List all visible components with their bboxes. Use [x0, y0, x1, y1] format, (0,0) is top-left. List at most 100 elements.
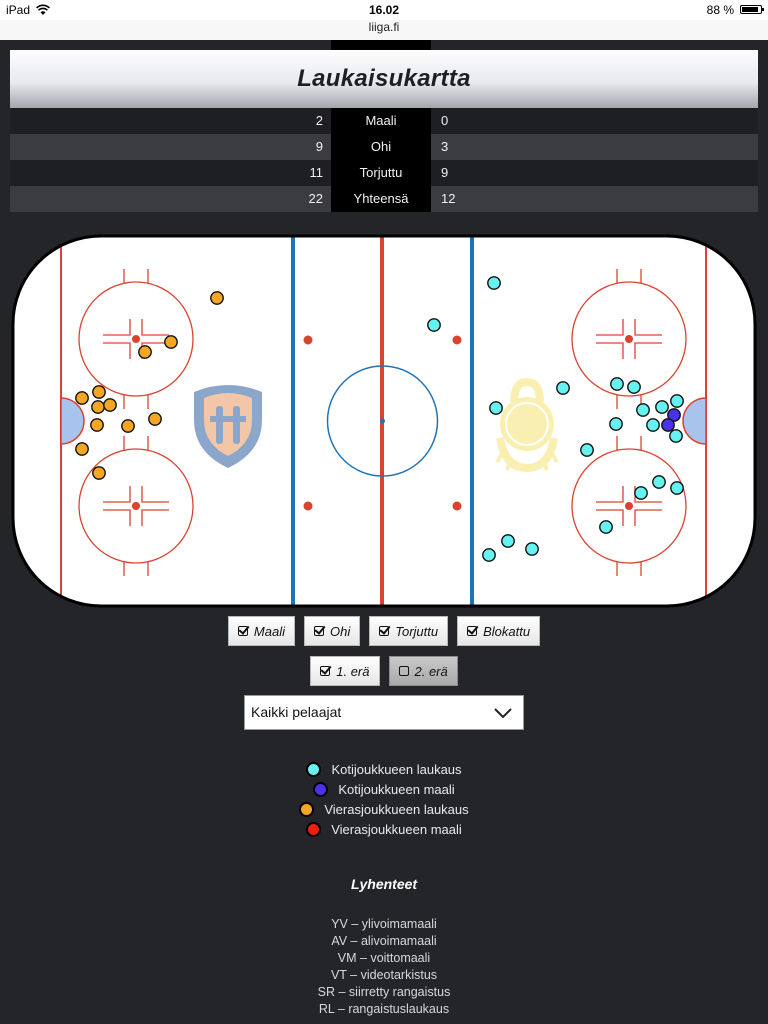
device-name: iPad: [6, 3, 31, 17]
legend-item: Vierasjoukkueen maali: [0, 819, 768, 839]
away-value: 3: [441, 139, 449, 154]
away-shot-marker[interactable]: [121, 419, 135, 433]
away-shot-marker[interactable]: [91, 400, 105, 414]
legend-label: Vierasjoukkueen laukaus: [324, 801, 469, 817]
filter-period-2-button[interactable]: 2. erä: [388, 656, 458, 686]
chevron-down-icon: [494, 708, 512, 719]
status-bar: iPad 16.02 88 %: [0, 0, 768, 20]
filter-label: Ohi: [329, 623, 351, 639]
home-shot-marker[interactable]: [610, 377, 624, 391]
home-shot-marker[interactable]: [669, 429, 683, 443]
url-text[interactable]: liiga.fi: [368, 20, 400, 34]
home-shot-marker[interactable]: [609, 417, 623, 431]
stat-label: Torjuttu: [331, 160, 431, 186]
away-value: 9: [441, 165, 449, 180]
url-bar[interactable]: liiga.fi: [0, 20, 768, 40]
home-shot-marker[interactable]: [627, 380, 641, 394]
player-select[interactable]: Kaikki pelaajat: [244, 695, 524, 730]
home-value: 11: [309, 165, 324, 180]
abbreviations-title: Lyhenteet: [350, 876, 418, 892]
filter-label: Blokattu: [483, 623, 531, 639]
home-shot-marker[interactable]: [525, 542, 539, 556]
home-shot-marker[interactable]: [670, 481, 684, 495]
hockey-rink: [11, 234, 757, 608]
home-team-logo: [495, 377, 559, 473]
away-shot-marker[interactable]: [75, 442, 89, 456]
shotmap-title: Laukaisukartta: [10, 50, 758, 108]
filter-label: 2. erä: [414, 663, 448, 679]
stat-label: Maali: [331, 108, 431, 134]
legend-item: Kotijoukkueen laukaus: [0, 759, 768, 779]
home-shot-marker[interactable]: [599, 520, 613, 534]
stats-row-saved: 11 Torjuttu 9: [10, 160, 758, 186]
away-value: 12: [441, 191, 456, 206]
legend-dot-icon: [306, 821, 322, 837]
clock: 16.02: [368, 3, 400, 17]
away-shot-marker[interactable]: [103, 398, 117, 412]
home-shot-marker[interactable]: [636, 403, 650, 417]
away-shot-marker[interactable]: [92, 466, 106, 480]
home-shot-marker[interactable]: [670, 394, 684, 408]
home-shot-marker[interactable]: [580, 443, 594, 457]
filter-label: Torjuttu: [395, 623, 439, 639]
abbreviation-item: YV – ylivoimamaali: [331, 917, 437, 931]
away-shot-marker[interactable]: [210, 291, 224, 305]
abbreviation-item: RL – rangaistuslaukaus: [318, 1002, 450, 1016]
away-shot-marker[interactable]: [75, 391, 89, 405]
legend-dot-icon: [299, 801, 315, 817]
home-shot-marker[interactable]: [489, 401, 503, 415]
home-goal-marker[interactable]: [661, 418, 675, 432]
home-goal-marker[interactable]: [667, 408, 681, 422]
legend-label: Kotijoukkueen laukaus: [331, 761, 462, 777]
stats-row-total: 22 Yhteensä 12: [10, 186, 758, 212]
away-shot-marker[interactable]: [164, 335, 178, 349]
away-shot-marker[interactable]: [92, 385, 106, 399]
away-shot-marker[interactable]: [90, 418, 104, 432]
filter-period-1-button[interactable]: 1. erä: [310, 656, 380, 686]
stats-row-missed: 9 Ohi 3: [10, 134, 758, 160]
checkbox-icon: [467, 626, 478, 636]
home-shot-marker[interactable]: [482, 548, 496, 562]
battery-percentage: 88 %: [706, 3, 734, 17]
legend-dot-icon: [313, 781, 329, 797]
legend-item: Vierasjoukkueen laukaus: [0, 799, 768, 819]
home-shot-marker[interactable]: [655, 400, 669, 414]
abbreviations-list: YV – ylivoimamaali AV – alivoimamaali VM…: [0, 916, 768, 1018]
checkbox-icon: [237, 626, 248, 636]
home-shot-marker[interactable]: [427, 318, 441, 332]
away-team-logo: [194, 385, 262, 468]
abbreviation-item: VT – videotarkistus: [330, 968, 438, 982]
home-shot-marker[interactable]: [556, 381, 570, 395]
home-shot-marker[interactable]: [652, 475, 666, 489]
filter-goals-button[interactable]: Maali: [227, 616, 295, 646]
filter-missed-button[interactable]: Ohi: [303, 616, 361, 646]
stat-label: Yhteensä: [331, 186, 431, 212]
abbreviation-item: VM – voittomaali: [337, 951, 431, 965]
filter-label: Maali: [253, 623, 285, 639]
home-value: 22: [308, 191, 323, 206]
stat-label: Ohi: [331, 134, 431, 160]
wifi-icon: [36, 4, 50, 15]
away-value: 0: [441, 113, 449, 128]
period-filters: 1. erä 2. erä: [0, 656, 768, 686]
shot-stats-table: 2 Maali 0 9 Ohi 3 11 Torjuttu 9 22 Yhtee…: [10, 108, 758, 212]
legend-item: Kotijoukkueen maali: [0, 779, 768, 799]
home-shot-marker[interactable]: [501, 534, 515, 548]
home-shot-marker[interactable]: [487, 276, 501, 290]
away-shot-marker[interactable]: [138, 345, 152, 359]
legend-dot-icon: [306, 761, 322, 777]
home-value: 2: [315, 113, 323, 128]
home-shot-marker[interactable]: [634, 486, 648, 500]
checkbox-icon: [320, 666, 331, 676]
filter-blocked-button[interactable]: Blokattu: [457, 616, 541, 646]
checkbox-icon: [379, 626, 390, 636]
battery-icon: [740, 5, 764, 14]
filter-saved-button[interactable]: Torjuttu: [369, 616, 449, 646]
scrolled-content-edge: [0, 40, 768, 50]
away-shot-marker[interactable]: [148, 412, 162, 426]
abbreviation-item: AV – alivoimamaali: [331, 934, 437, 948]
home-shot-marker[interactable]: [646, 418, 660, 432]
legend-label: Kotijoukkueen maali: [338, 781, 455, 797]
shot-legend: Kotijoukkueen laukaus Kotijoukkueen maal…: [0, 759, 768, 839]
home-value: 9: [315, 139, 323, 154]
